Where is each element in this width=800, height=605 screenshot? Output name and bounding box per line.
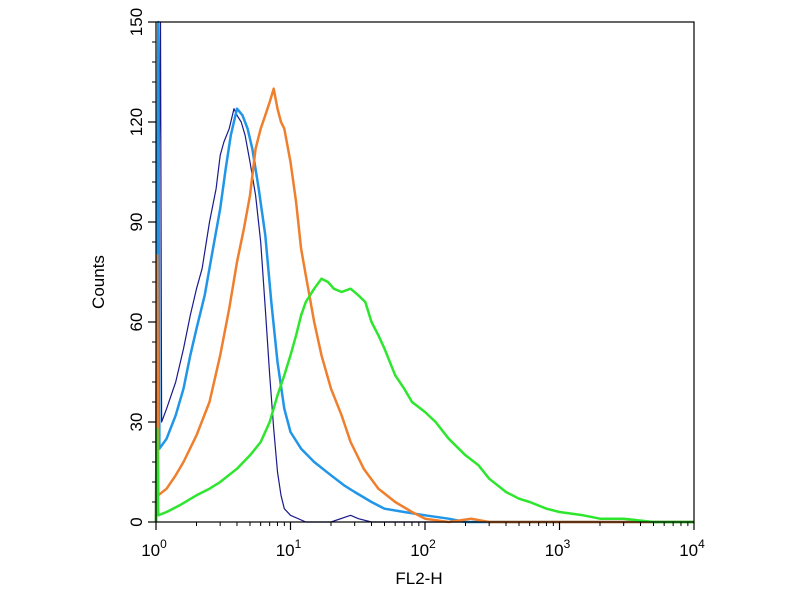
series-layer (154, 20, 694, 524)
x-tick-base: 10 (141, 541, 160, 560)
x-tick-base: 10 (679, 541, 698, 560)
y-tick-label: 150 (127, 8, 146, 36)
x-tick-exponent: 2 (429, 537, 436, 551)
plot-frame (155, 21, 695, 523)
x-tick-exponent: 0 (160, 537, 167, 551)
x-tick-label: 102 (410, 537, 436, 560)
x-tick-exponent: 4 (698, 537, 705, 551)
y-tick-label: 0 (127, 517, 146, 526)
y-tick-label: 120 (127, 108, 146, 136)
x-axis: 100 101 102 103 104 (141, 522, 705, 560)
x-tick-label: 100 (141, 537, 167, 560)
y-tick-label: 60 (127, 313, 146, 332)
histogram-series-1 (155, 21, 694, 523)
y-tick-label: 30 (127, 413, 146, 432)
x-tick-base: 10 (545, 541, 564, 560)
x-tick-label: 103 (545, 537, 571, 560)
y-axis-label: Counts (89, 255, 108, 309)
y-tick-label: 90 (127, 213, 146, 232)
x-tick-exponent: 1 (295, 537, 302, 551)
histogram-series-2 (154, 20, 694, 524)
histogram-series-4 (154, 277, 694, 524)
histogram-series-3 (154, 87, 694, 524)
x-tick-label: 104 (679, 537, 705, 560)
x-tick-base: 10 (276, 541, 295, 560)
x-tick-label: 101 (276, 537, 302, 560)
x-tick-base: 10 (410, 541, 429, 560)
x-axis-label: FL2-H (395, 569, 442, 588)
x-tick-exponent: 3 (564, 537, 571, 551)
y-axis: 0 30 60 90 120 150 (127, 8, 156, 527)
